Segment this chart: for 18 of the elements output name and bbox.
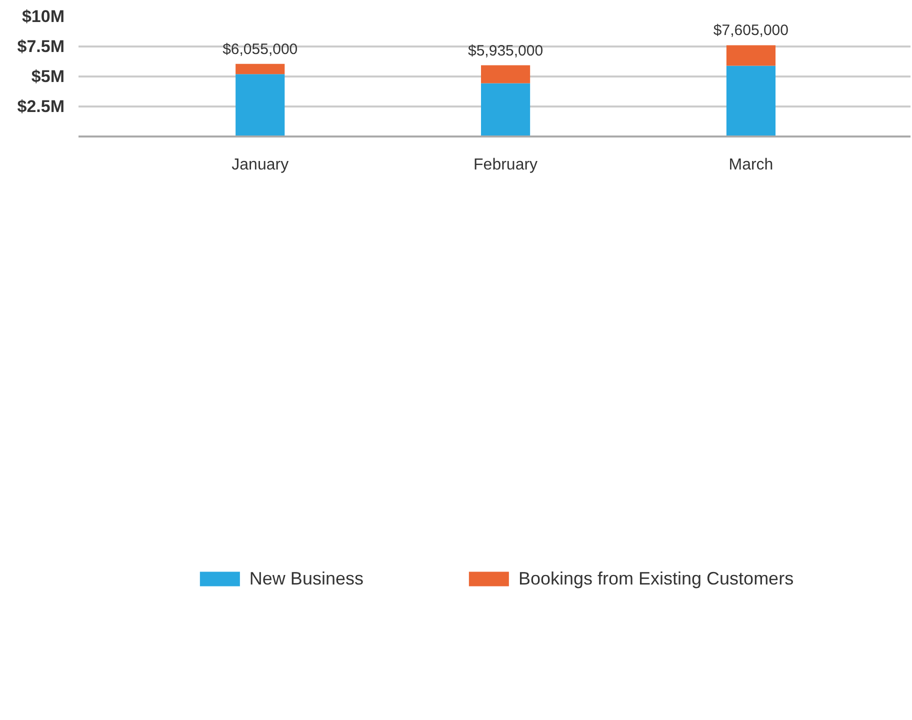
legend-label: New Business — [249, 568, 364, 590]
x-tick-label: March — [728, 156, 774, 174]
bar — [726, 66, 776, 136]
total-label: $5,935,000 — [468, 42, 544, 60]
y-tick-label: $10M — [22, 7, 65, 26]
x-tick-label: January — [232, 156, 289, 174]
bar — [236, 64, 285, 74]
x-tick-label: February — [474, 156, 538, 174]
legend-label: Bookings from Existing Customers — [518, 568, 794, 590]
total-label: $6,055,000 — [222, 40, 298, 58]
y-tick-label: $7.5M — [17, 37, 64, 56]
bar — [236, 74, 285, 136]
y-tick-label: $2.5M — [17, 97, 64, 116]
total-label: $7,605,000 — [713, 22, 789, 40]
bar — [481, 65, 530, 84]
y-tick-label: $5M — [31, 67, 65, 86]
bar — [726, 45, 776, 66]
bar — [481, 83, 530, 136]
